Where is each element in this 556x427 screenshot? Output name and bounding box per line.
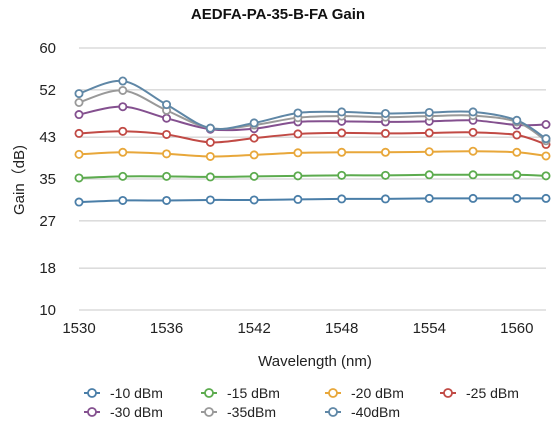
data-point <box>380 128 390 138</box>
legend-marker <box>443 388 453 398</box>
data-point <box>118 147 128 157</box>
x-tick-label: 1548 <box>325 320 358 337</box>
data-point <box>541 171 551 181</box>
data-point <box>541 151 551 161</box>
data-point <box>74 128 84 138</box>
legend-label: -30 dBm <box>110 404 163 420</box>
legend-label: -35dBm <box>227 404 276 420</box>
data-point <box>249 195 259 205</box>
data-point <box>424 128 434 138</box>
data-point <box>337 107 347 117</box>
data-point <box>249 150 259 160</box>
x-tick-label: 1542 <box>237 320 270 337</box>
y-tick-label: 27 <box>39 213 56 230</box>
data-point <box>293 171 303 181</box>
data-point <box>512 130 522 140</box>
data-point <box>249 171 259 181</box>
data-point <box>468 146 478 156</box>
data-point <box>162 149 172 159</box>
data-point <box>118 76 128 86</box>
legend-label: -15 dBm <box>227 385 280 401</box>
data-point <box>424 170 434 180</box>
data-point <box>468 193 478 203</box>
data-point <box>74 173 84 183</box>
legend-label: -10 dBm <box>110 385 163 401</box>
data-point <box>337 194 347 204</box>
data-point <box>337 170 347 180</box>
x-tick-label: 1560 <box>500 320 533 337</box>
data-point <box>162 195 172 205</box>
x-tick-label: 1536 <box>150 320 183 337</box>
x-axis-title: Wavelength (nm) <box>258 353 372 370</box>
legend-marker <box>328 388 338 398</box>
data-point <box>118 195 128 205</box>
legend-marker <box>204 388 214 398</box>
legend-marker <box>87 388 97 398</box>
data-point <box>205 137 215 147</box>
y-tick-label: 43 <box>39 129 56 146</box>
legend-label: -40dBm <box>351 404 400 420</box>
legend-label: -25 dBm <box>466 385 519 401</box>
data-point <box>380 147 390 157</box>
data-point <box>293 148 303 158</box>
data-point <box>512 193 522 203</box>
data-point <box>118 102 128 112</box>
data-point <box>293 108 303 118</box>
data-point <box>74 110 84 120</box>
data-point <box>293 194 303 204</box>
data-point <box>118 85 128 95</box>
legend-label: -20 dBm <box>351 385 404 401</box>
data-point <box>162 171 172 181</box>
y-tick-label: 52 <box>39 82 56 99</box>
y-axis-title: Gain（dB) <box>11 145 28 215</box>
data-point <box>512 115 522 125</box>
data-point <box>337 128 347 138</box>
data-point <box>162 113 172 123</box>
legend-marker <box>204 407 214 417</box>
data-point <box>541 134 551 144</box>
data-point <box>512 170 522 180</box>
data-point <box>74 97 84 107</box>
data-point <box>74 149 84 159</box>
data-point <box>293 129 303 139</box>
y-tick-label: 60 <box>39 40 56 57</box>
data-point <box>468 107 478 117</box>
data-point <box>162 100 172 110</box>
data-point <box>118 171 128 181</box>
data-point <box>468 170 478 180</box>
data-point <box>249 133 259 143</box>
data-point <box>424 193 434 203</box>
data-point <box>249 118 259 128</box>
data-point <box>205 195 215 205</box>
data-point <box>380 109 390 119</box>
data-point <box>74 89 84 99</box>
x-tick-label: 1554 <box>413 320 446 337</box>
legend-marker <box>328 407 338 417</box>
data-point <box>205 172 215 182</box>
data-point <box>118 126 128 136</box>
data-point <box>541 120 551 130</box>
data-point <box>205 151 215 161</box>
y-tick-label: 35 <box>39 171 56 188</box>
data-point <box>468 127 478 137</box>
legend-marker <box>87 407 97 417</box>
x-tick-label: 1530 <box>62 320 95 337</box>
data-point <box>424 147 434 157</box>
data-point <box>205 123 215 133</box>
data-point <box>380 194 390 204</box>
data-point <box>380 170 390 180</box>
data-point <box>512 147 522 157</box>
chart-title: AEDFA-PA-35-B-FA Gain <box>190 6 366 23</box>
data-point <box>541 193 551 203</box>
data-point <box>337 147 347 157</box>
y-tick-label: 18 <box>39 260 56 277</box>
y-tick-label: 10 <box>39 302 56 319</box>
data-point <box>162 129 172 139</box>
data-point <box>74 197 84 207</box>
data-point <box>424 107 434 117</box>
